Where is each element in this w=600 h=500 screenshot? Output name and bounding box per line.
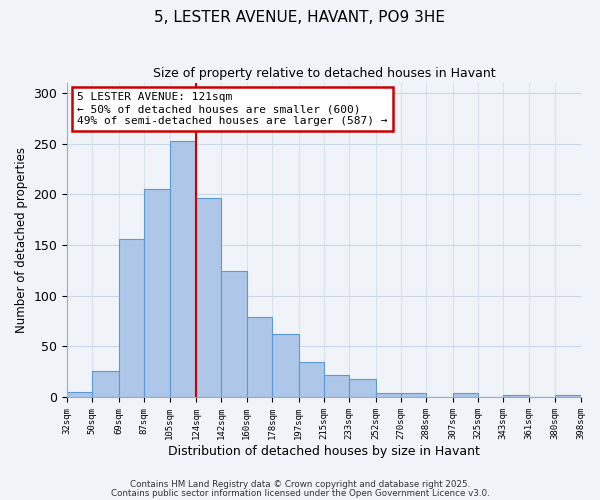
Bar — [324, 374, 349, 397]
Bar — [144, 190, 170, 397]
Bar — [67, 392, 92, 397]
Bar — [272, 334, 299, 397]
Y-axis label: Number of detached properties: Number of detached properties — [15, 147, 28, 333]
Bar — [119, 239, 144, 397]
Bar — [376, 393, 401, 397]
Bar — [170, 141, 196, 397]
Bar — [555, 395, 581, 397]
Bar — [92, 370, 119, 397]
Bar — [401, 393, 426, 397]
Title: Size of property relative to detached houses in Havant: Size of property relative to detached ho… — [152, 68, 495, 80]
X-axis label: Distribution of detached houses by size in Havant: Distribution of detached houses by size … — [168, 444, 480, 458]
Bar — [247, 317, 272, 397]
Text: Contains public sector information licensed under the Open Government Licence v3: Contains public sector information licen… — [110, 488, 490, 498]
Text: 5 LESTER AVENUE: 121sqm
← 50% of detached houses are smaller (600)
49% of semi-d: 5 LESTER AVENUE: 121sqm ← 50% of detache… — [77, 92, 388, 126]
Text: 5, LESTER AVENUE, HAVANT, PO9 3HE: 5, LESTER AVENUE, HAVANT, PO9 3HE — [155, 10, 445, 25]
Bar — [453, 393, 478, 397]
Bar — [503, 395, 529, 397]
Text: Contains HM Land Registry data © Crown copyright and database right 2025.: Contains HM Land Registry data © Crown c… — [130, 480, 470, 489]
Bar — [196, 198, 221, 397]
Bar — [349, 378, 376, 397]
Bar — [299, 362, 324, 397]
Bar — [221, 272, 247, 397]
